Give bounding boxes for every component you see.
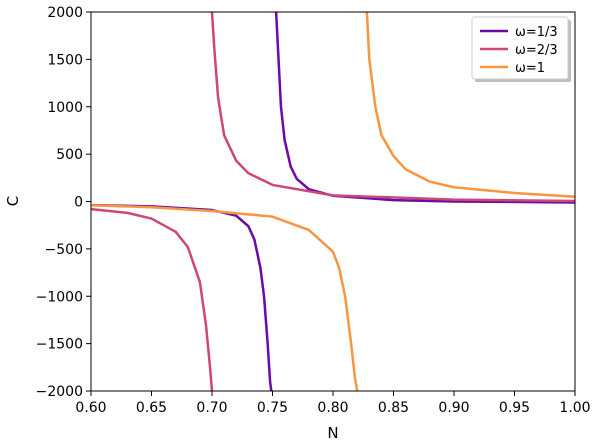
y-tick-label: −500: [45, 242, 83, 258]
y-tick-label: 1500: [47, 52, 83, 68]
x-tick-label: 0.90: [438, 400, 469, 416]
y-tick-label: 500: [56, 147, 83, 163]
x-tick-label: 0.80: [317, 400, 348, 416]
y-tick-label: 0: [74, 195, 83, 211]
series-line-3: [365, 12, 575, 199]
x-tick-label: 0.65: [136, 400, 167, 416]
x-tick-label: 0.75: [257, 400, 288, 416]
series-line-3: [91, 204, 359, 391]
y-tick-label: −1500: [36, 337, 83, 353]
y-tick-label: 1000: [47, 100, 83, 116]
legend: ω=1/3 ω=2/3 ω=1: [471, 16, 571, 82]
y-axis-label: C: [4, 196, 22, 206]
series-line-2: [91, 207, 214, 391]
x-tick-label: 0.60: [75, 400, 106, 416]
series-line-1: [274, 12, 575, 204]
x-axis: 0.60 0.65 0.70 0.75 0.80 0.85 0.90 0.95 1.00: [75, 391, 591, 416]
x-axis-label: N: [327, 424, 338, 442]
y-tick-label: −1000: [36, 289, 83, 305]
legend-box: [471, 16, 569, 80]
x-tick-label: 0.85: [378, 400, 409, 416]
x-tick-label: 0.95: [499, 400, 530, 416]
legend-label: ω=1: [515, 61, 545, 76]
y-axis: −2000 −1500 −1000 −500 0 500 1000 1500 2000: [36, 5, 91, 400]
y-tick-label: −2000: [36, 384, 83, 400]
x-tick-label: 0.70: [196, 400, 227, 416]
y-tick-label: 2000: [47, 5, 83, 21]
legend-label: ω=2/3: [515, 43, 558, 58]
series-layer: [91, 12, 575, 391]
x-tick-label: 1.00: [559, 400, 590, 416]
legend-label: ω=1/3: [515, 25, 558, 40]
series-line-2: [210, 12, 575, 203]
